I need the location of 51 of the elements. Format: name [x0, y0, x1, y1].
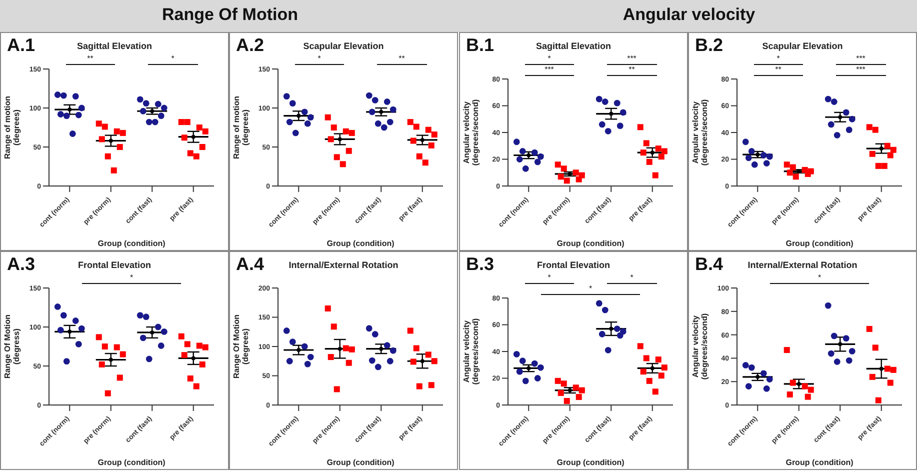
y-axis-title: Angular velocity (degrees/second): [691, 99, 709, 166]
significance-bracket: *: [294, 54, 344, 65]
text: B.4: [695, 254, 724, 275]
significance-bracket: ***: [524, 65, 574, 76]
x-axis-title: Group (condition): [326, 458, 395, 467]
x-axis-title: Group (condition): [556, 239, 625, 248]
text: A.4: [236, 254, 264, 275]
x-axis-title: Group (condition): [98, 239, 166, 248]
y-axis-title: Range Of Motion (degrees): [232, 314, 250, 378]
chart-title: Internal/External Rotation: [288, 260, 398, 270]
y-axis-title: Range of motion (degrees): [3, 96, 21, 160]
y-axis-title: Angular velocity (degrees/second): [462, 99, 480, 166]
chart-title: Scapular Elevation: [303, 41, 384, 51]
significance-bracket: **: [607, 65, 656, 76]
significance-bracket: *: [754, 54, 803, 65]
chart-title: Internal/External Rotation: [748, 260, 858, 270]
text: B.3: [466, 254, 494, 275]
y-axis-title: Range Of Motion (degress): [3, 314, 21, 378]
y-axis-title: Range of motion (degrees): [232, 96, 250, 160]
significance-bracket: *: [524, 273, 574, 284]
chart-title: Frontal Elevation: [78, 260, 151, 270]
significance-bracket: *: [82, 273, 181, 284]
x-axis-title: Group (condition): [98, 458, 166, 467]
x-axis-title: Group (condition): [326, 239, 395, 248]
y-axis-title: Angular velocity (degrees/second): [462, 318, 480, 385]
text: A.3: [7, 254, 36, 275]
text: A.2: [236, 35, 264, 56]
significance-bracket: **: [377, 54, 426, 65]
significance-bracket: **: [754, 65, 803, 76]
text: B.2: [695, 35, 724, 56]
significance-bracket: ***: [836, 54, 886, 65]
significance-bracket: *: [607, 273, 656, 284]
significance-bracket: ***: [836, 65, 886, 76]
text: A.1: [7, 35, 36, 56]
x-axis-title: Group (condition): [556, 458, 625, 467]
x-axis-title: Group (condition): [786, 239, 854, 248]
chart-title: Frontal Elevation: [536, 260, 610, 270]
x-axis-title: Group (condition): [786, 458, 854, 467]
significance-bracket: *: [770, 273, 869, 284]
y-axis-title: Angular velocity (degrees/second): [691, 313, 709, 380]
chart-title: Scapular Elevation: [762, 41, 843, 51]
significance-bracket: **: [66, 54, 115, 65]
chart-subtitle: Angular velocity: [622, 5, 756, 25]
significance-bracket: ***: [607, 54, 656, 65]
chart-title: Sagittal Elevation: [76, 41, 152, 51]
chart-title: Sagittal Elevation: [536, 41, 612, 51]
significance-bracket: *: [524, 54, 574, 65]
text: B.1: [466, 35, 494, 56]
chart-subtitle: Range Of Motion: [161, 5, 299, 25]
significance-bracket: *: [541, 284, 640, 295]
significance-bracket: *: [148, 54, 198, 65]
